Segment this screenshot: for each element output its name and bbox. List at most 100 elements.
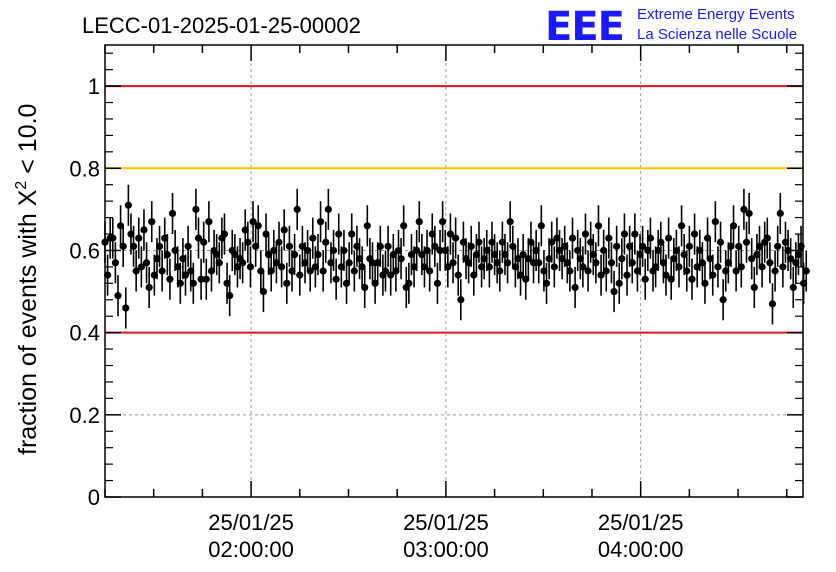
data-point: [711, 201, 719, 243]
point-marker: [181, 271, 190, 279]
data-point: [568, 217, 577, 259]
point-marker: [542, 279, 551, 287]
data-point: [719, 279, 727, 321]
data-point: [763, 217, 771, 259]
point-marker: [748, 255, 756, 263]
point-marker: [400, 222, 408, 230]
data-point: [155, 225, 164, 267]
point-marker: [361, 283, 369, 292]
data-point: [194, 217, 203, 259]
data-point: [758, 246, 766, 288]
point-marker: [485, 263, 493, 271]
data-point: [314, 234, 322, 276]
data-point: [109, 217, 117, 259]
data-point: [293, 188, 301, 230]
point-marker: [148, 218, 156, 226]
point-marker: [475, 238, 483, 246]
point-marker: [109, 234, 117, 242]
data-point: [350, 250, 358, 292]
point-marker: [787, 255, 795, 263]
point-marker: [568, 234, 577, 242]
data-point: [381, 250, 390, 292]
point-marker: [548, 238, 556, 246]
data-point: [475, 221, 483, 263]
data-point: [332, 258, 340, 300]
data-point: [748, 238, 756, 280]
logo-eee-text: EEE: [545, 4, 624, 50]
point-marker: [413, 246, 421, 255]
y-tick-label: 0: [88, 485, 100, 510]
data-point: [413, 229, 421, 271]
data-point: [688, 258, 696, 300]
data-point: [103, 254, 112, 296]
data-point: [641, 258, 649, 300]
data-point: [677, 205, 686, 247]
point-marker: [431, 242, 439, 250]
point-marker: [685, 242, 693, 250]
point-marker: [426, 267, 434, 275]
point-marker: [280, 226, 288, 234]
point-marker: [329, 246, 338, 255]
data-point: [607, 242, 616, 284]
data-point: [592, 242, 600, 284]
point-marker: [340, 246, 348, 255]
data-point: [283, 262, 291, 304]
point-marker: [226, 292, 234, 300]
point-marker: [176, 279, 184, 287]
data-point: [664, 217, 673, 259]
data-point: [776, 192, 784, 235]
y-axis-label-suffix: < 10.0: [14, 104, 42, 181]
data-point: [129, 225, 138, 267]
data-point: [168, 192, 177, 235]
point-marker: [789, 283, 797, 292]
x-tick-label-date: 25/01/25: [208, 510, 294, 535]
data-point: [683, 250, 691, 292]
point-marker: [439, 218, 447, 226]
point-marker: [433, 279, 442, 287]
data-point: [259, 271, 268, 313]
data-point: [452, 217, 460, 259]
point-marker: [719, 296, 727, 304]
point-marker: [452, 234, 460, 242]
data-point: [519, 234, 527, 276]
data-point: [148, 201, 156, 243]
point-marker: [594, 222, 603, 230]
point-marker: [129, 242, 138, 250]
data-point: [192, 188, 200, 230]
data-point: [628, 242, 636, 284]
data-point: [602, 250, 610, 292]
point-marker: [613, 242, 621, 250]
data-point: [571, 266, 579, 308]
point-marker: [571, 283, 579, 292]
point-marker: [597, 271, 605, 279]
data-point: [802, 250, 810, 292]
point-marker: [449, 259, 457, 267]
point-marker: [275, 238, 283, 246]
point-marker: [405, 279, 413, 287]
point-marker: [197, 275, 205, 283]
point-marker: [142, 259, 151, 267]
data-point: [215, 242, 223, 284]
data-point: [111, 242, 119, 284]
point-marker: [363, 222, 371, 230]
data-point: [550, 246, 558, 288]
data-point: [771, 250, 779, 292]
point-marker: [158, 267, 166, 275]
point-marker: [124, 201, 132, 209]
point-marker: [319, 267, 327, 275]
x-tick-label-time: 03:00:00: [403, 537, 489, 562]
data-point: [433, 262, 442, 304]
point-marker: [415, 218, 423, 226]
point-marker: [278, 263, 286, 271]
point-marker: [592, 259, 600, 267]
data-point: [542, 262, 551, 304]
point-marker: [537, 222, 545, 230]
point-marker: [709, 271, 717, 279]
point-marker: [316, 218, 325, 226]
data-point: [623, 254, 631, 296]
point-marker: [716, 238, 725, 246]
point-marker: [740, 205, 748, 213]
point-marker: [750, 283, 758, 292]
data-point: [200, 221, 208, 263]
point-marker: [290, 250, 299, 259]
